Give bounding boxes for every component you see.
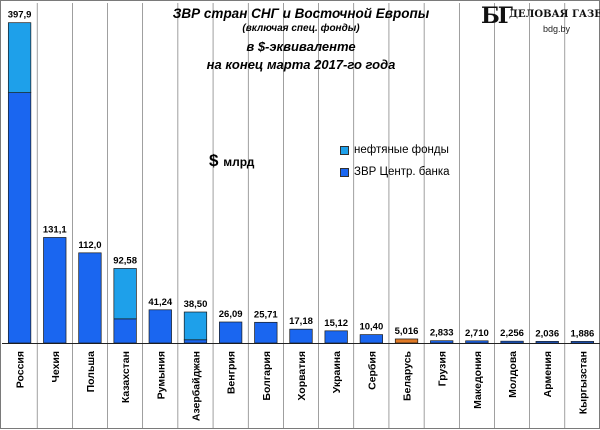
- bar-oil-funds-cat-3: [113, 268, 137, 320]
- unit-suffix: млрд: [223, 155, 255, 169]
- value-label-cat-4: 41,24: [148, 297, 172, 308]
- bar-central-bank-cat-5: [183, 339, 208, 344]
- value-label-cat-5: 38,50: [184, 299, 208, 310]
- value-label-cat-6: 26,09: [219, 309, 243, 320]
- bar-central-bank-cat-0: [7, 92, 32, 344]
- logo-site: bdg.by: [543, 24, 571, 34]
- bar-central-bank-cat-2: [78, 252, 102, 344]
- category-label-cat-4: Румыния: [155, 351, 167, 399]
- bar-central-bank-cat-16: [570, 341, 595, 344]
- category-label-cat-3: Казахстан: [120, 351, 132, 403]
- value-label-cat-7: 25,71: [254, 309, 278, 320]
- logo-name: ДЕЛОВАЯ ГАЗЕТА: [509, 9, 600, 20]
- legend-swatch-central-bank: [340, 167, 349, 177]
- category-label-cat-5: Азербайджан: [190, 351, 202, 421]
- category-label-cat-1: Чехия: [50, 351, 62, 383]
- bar-central-bank-cat-14: [500, 340, 524, 344]
- value-label-cat-13: 2,710: [465, 328, 489, 339]
- category-label-cat-6: Венгрия: [226, 351, 238, 394]
- value-label-cat-15: 2,036: [535, 328, 559, 339]
- category-label-cat-8: Хорватия: [296, 351, 308, 401]
- bar-central-bank-cat-10: [359, 334, 383, 344]
- bar-central-bank-cat-12: [430, 340, 454, 344]
- legend-item-oil-funds: нефтяные фонды: [340, 139, 450, 161]
- category-label-cat-7: Болгария: [261, 351, 273, 401]
- legend: нефтяные фонды ЗВР Центр. банка: [340, 139, 450, 183]
- value-label-cat-14: 2,256: [500, 328, 524, 339]
- bar-central-bank-cat-11: [394, 338, 419, 344]
- value-label-cat-8: 17,18: [289, 316, 313, 327]
- value-label-cat-12: 2,833: [430, 328, 454, 339]
- bar-central-bank-cat-4: [148, 309, 172, 344]
- unit-label: $ млрд: [209, 151, 254, 171]
- category-label-cat-16: Кыргызстан: [577, 351, 589, 414]
- logo-mark: БГ: [481, 3, 513, 29]
- bar-central-bank-cat-9: [324, 330, 348, 344]
- bar-central-bank-cat-8: [289, 328, 313, 344]
- category-label-cat-12: Грузия: [437, 351, 449, 386]
- value-label-cat-2: 112,0: [78, 240, 101, 251]
- value-label-cat-0: 397,9: [8, 10, 32, 21]
- value-label-cat-1: 131,1: [43, 224, 67, 235]
- bar-oil-funds-cat-5: [183, 311, 208, 341]
- value-label-cat-11: 5,016: [395, 326, 419, 337]
- category-label-cat-10: Сербия: [366, 351, 378, 390]
- bar-central-bank-cat-15: [535, 341, 559, 344]
- category-label-cat-0: Россия: [15, 351, 27, 388]
- category-label-cat-11: Беларусь: [402, 350, 414, 401]
- category-label-cat-13: Македония: [472, 351, 484, 409]
- bar-central-bank-cat-7: [254, 321, 278, 344]
- category-label-cat-14: Молдова: [507, 351, 519, 398]
- chart-subtitle-3: на конец марта 2017-го года: [206, 57, 396, 72]
- legend-label-central-bank: ЗВР Центр. банка: [354, 166, 450, 178]
- bar-central-bank-cat-3: [113, 318, 137, 344]
- logo: БГ ДЕЛОВАЯ ГАЗЕТА bdg.by: [481, 3, 600, 43]
- category-label-cat-2: Польша: [85, 351, 97, 393]
- value-label-cat-3: 92,58: [113, 255, 137, 266]
- value-label-cat-10: 10,40: [359, 322, 383, 333]
- chart-title: ЗВР стран СНГ и Восточной Европы: [172, 6, 430, 21]
- chart-subtitle-1: (включая спец. фонды): [242, 23, 360, 34]
- bar-central-bank-cat-1: [43, 237, 67, 344]
- value-label-cat-16: 1,886: [571, 328, 595, 339]
- legend-label-oil-funds: нефтяные фонды: [354, 144, 449, 156]
- value-label-cat-9: 15,12: [324, 318, 348, 329]
- legend-item-central-bank: ЗВР Центр. банка: [340, 161, 450, 183]
- unit-currency: $: [209, 151, 219, 170]
- category-label-cat-15: Армения: [542, 351, 554, 397]
- legend-swatch-oil-funds: [340, 145, 349, 155]
- chart-subtitle-2: в $-эквиваленте: [246, 39, 356, 54]
- bar-oil-funds-cat-0: [7, 22, 32, 93]
- bar-central-bank-cat-6: [219, 321, 243, 344]
- bar-central-bank-cat-13: [465, 340, 489, 344]
- category-label-cat-9: Украина: [331, 351, 343, 393]
